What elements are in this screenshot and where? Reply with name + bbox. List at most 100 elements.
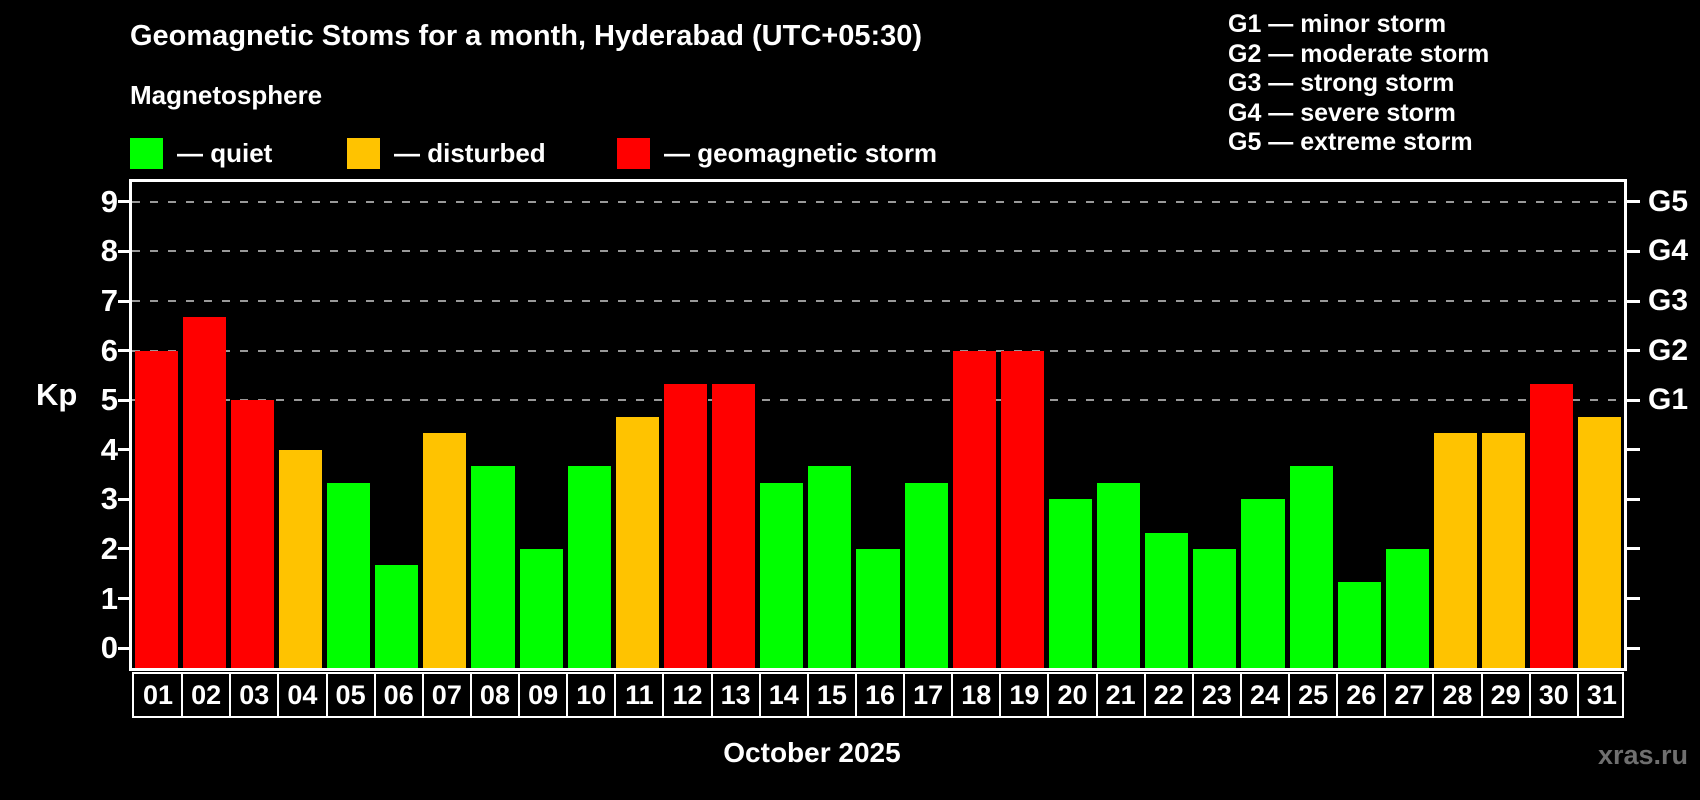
- day-separator: [229, 674, 232, 716]
- bar-day-27: [1385, 548, 1429, 668]
- bar-day-28: [1433, 433, 1478, 668]
- day-cell-25: 25: [1298, 679, 1329, 710]
- y-axis-label-4: 4: [100, 431, 118, 467]
- bar-day-30: [1530, 383, 1574, 668]
- legend-label-storm: — geomagnetic storm: [664, 137, 938, 168]
- bar-day-16: [856, 548, 900, 668]
- day-separator: [1288, 674, 1291, 716]
- day-separator: [373, 674, 376, 716]
- y-axis-label-7: 7: [100, 283, 118, 319]
- y-tick-right-0: [1627, 646, 1640, 650]
- y-tick-right-9: [1627, 200, 1640, 204]
- day-separator: [614, 674, 617, 716]
- y-axis-label-0: 0: [100, 630, 118, 666]
- legend-item-quiet: — quiet: [130, 136, 272, 170]
- bar-day-18: [952, 350, 996, 668]
- day-separator: [325, 674, 328, 716]
- day-cell-11: 11: [625, 679, 654, 710]
- g-scale-legend: G1 — minor storm G2 — moderate storm G3 …: [1228, 10, 1489, 158]
- bar-day-22: [1145, 532, 1189, 668]
- day-cell-26: 26: [1346, 679, 1377, 710]
- y-tick-right-7: [1627, 299, 1640, 303]
- g-legend-g5: G5 — extreme storm: [1228, 128, 1473, 156]
- y-tick-left-7: [118, 299, 130, 303]
- day-separator: [806, 674, 809, 716]
- watermark: xras.ru: [1597, 740, 1688, 770]
- day-separator: [181, 674, 184, 716]
- legend-label-quiet: — quiet: [177, 137, 273, 168]
- disturbed-color-swatch: [347, 137, 380, 169]
- y-tick-right-3: [1627, 497, 1640, 501]
- day-cell-17: 17: [913, 679, 944, 710]
- day-cell-10: 10: [576, 679, 607, 710]
- y-tick-left-0: [118, 646, 130, 650]
- day-cell-08: 08: [479, 679, 510, 710]
- bar-day-19: [1000, 350, 1044, 668]
- y-tick-right-2: [1627, 547, 1640, 551]
- legend-item-disturbed: — disturbed: [347, 136, 546, 170]
- y-tick-left-1: [118, 597, 130, 601]
- day-cell-31: 31: [1586, 679, 1617, 710]
- day-cell-16: 16: [864, 679, 895, 710]
- bar-day-13: [712, 383, 756, 668]
- day-cell-13: 13: [720, 679, 751, 710]
- y-tick-left-3: [118, 497, 130, 501]
- y-tick-left-4: [118, 448, 130, 452]
- g-axis-label-G3: G3: [1648, 284, 1689, 318]
- day-cell-05: 05: [335, 679, 366, 710]
- legend-label-disturbed: — disturbed: [394, 137, 546, 168]
- day-separator: [1191, 674, 1194, 716]
- bar-day-04: [278, 449, 322, 668]
- y-tick-right-8: [1627, 249, 1640, 253]
- day-separator: [662, 674, 665, 716]
- bar-day-12: [663, 383, 708, 668]
- bar-day-21: [1097, 483, 1141, 668]
- day-separator: [1047, 674, 1050, 716]
- y-tick-right-1: [1627, 597, 1640, 601]
- storm-color-swatch: [617, 137, 650, 169]
- bar-day-15: [808, 466, 852, 668]
- day-cell-06: 06: [383, 679, 414, 710]
- bar-day-25: [1289, 466, 1333, 668]
- bar-day-07: [423, 433, 467, 668]
- legend-item-storm: — geomagnetic storm: [617, 136, 937, 170]
- chart-title: Geomagnetic Stoms for a month, Hyderabad…: [130, 20, 923, 52]
- day-separator: [1336, 674, 1339, 716]
- day-separator: [1095, 674, 1098, 716]
- bar-day-08: [471, 466, 515, 668]
- bar-day-02: [182, 317, 226, 668]
- day-cell-27: 27: [1394, 679, 1425, 710]
- day-cell-24: 24: [1249, 679, 1281, 710]
- gridline-kp-6: [132, 349, 1624, 352]
- g-legend-g3: G3 — strong storm: [1228, 69, 1455, 97]
- g-legend-g2: G2 — moderate storm: [1228, 39, 1490, 68]
- bar-day-03: [230, 400, 274, 668]
- bar-day-01: [134, 350, 178, 668]
- day-separator: [903, 674, 906, 716]
- y-tick-left-6: [118, 349, 130, 353]
- g-axis-label-G5: G5: [1648, 184, 1689, 218]
- g-axis-label-G4: G4: [1648, 234, 1689, 268]
- x-axis-title: October 2025: [723, 737, 901, 768]
- day-separator: [566, 674, 569, 716]
- y-axis-title: Kp: [36, 377, 78, 412]
- day-separator: [1528, 674, 1531, 716]
- day-separator: [277, 674, 280, 716]
- day-separator: [758, 674, 761, 716]
- bar-day-11: [615, 416, 659, 668]
- gridline-kp-7: [132, 300, 1624, 303]
- day-separator: [854, 674, 857, 716]
- gridline-kp-8: [132, 250, 1624, 253]
- y-axis-label-5: 5: [100, 382, 118, 418]
- day-separator: [421, 674, 424, 716]
- day-separator: [518, 674, 521, 716]
- day-cell-14: 14: [768, 679, 799, 710]
- y-axis-label-2: 2: [100, 530, 118, 566]
- bar-day-20: [1048, 499, 1093, 668]
- y-axis-label-8: 8: [100, 233, 118, 269]
- bar-day-23: [1193, 548, 1237, 668]
- day-cell-03: 03: [239, 679, 270, 710]
- bar-day-26: [1337, 582, 1381, 668]
- day-cell-29: 29: [1490, 679, 1521, 710]
